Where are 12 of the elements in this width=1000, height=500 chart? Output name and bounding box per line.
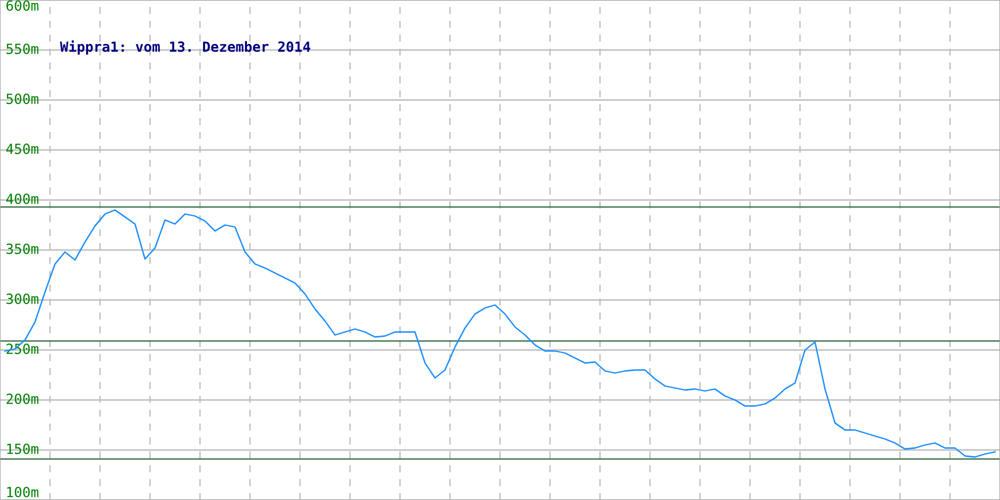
y-tick-label: 150m bbox=[7, 444, 38, 454]
text: Wippra1: vom 13. Dezember 2014 bbox=[60, 40, 310, 55]
y-tick-label: 450m bbox=[6, 144, 38, 154]
y-tick-label: 100m bbox=[7, 486, 38, 498]
y-tick-label: 400m bbox=[6, 194, 38, 204]
y-tick-label: 550m bbox=[6, 44, 38, 54]
y-tick-label: 350m bbox=[6, 244, 38, 254]
y-tick-label: 600m bbox=[6, 0, 38, 11]
y-tick-label: 300m bbox=[6, 294, 38, 304]
line-series bbox=[4, 209, 996, 458]
y-tick-label: 200m bbox=[6, 394, 38, 404]
y-tick-label: 500m bbox=[6, 94, 38, 104]
